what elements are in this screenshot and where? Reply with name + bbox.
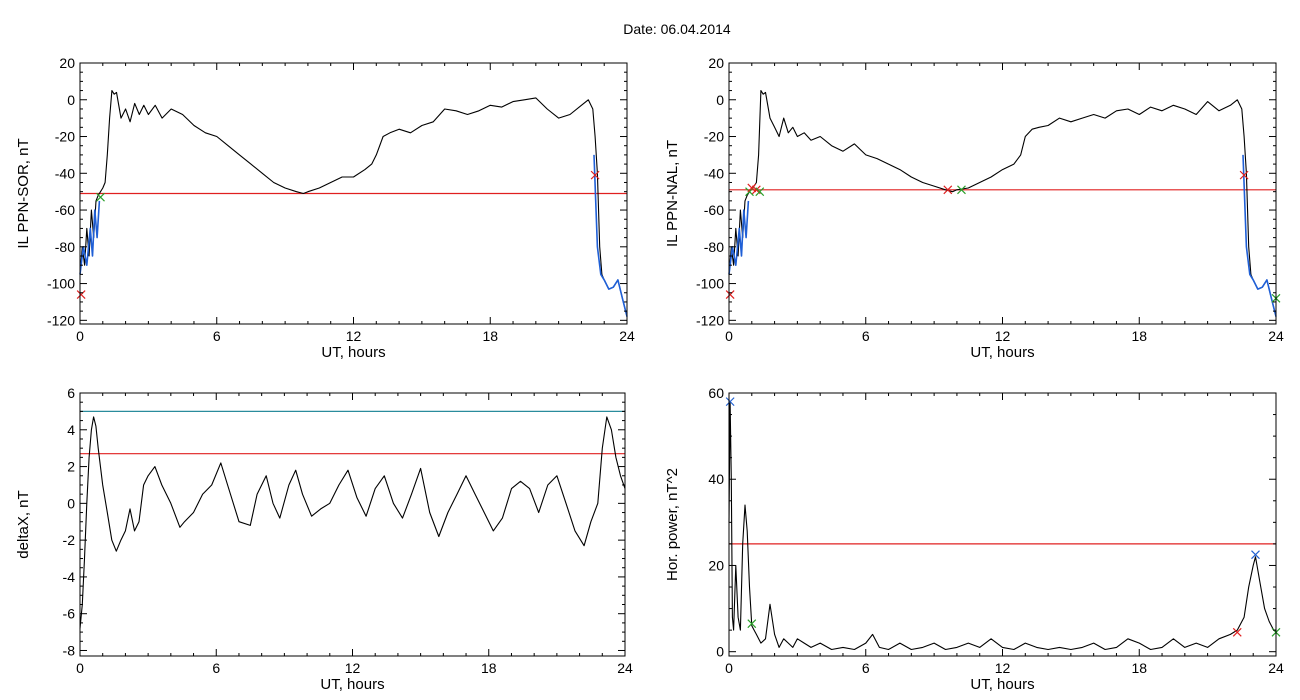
y-tick-label: -40 [55,165,75,181]
y-tick-label: 6 [67,385,75,401]
x-tick-label: 24 [1268,660,1284,676]
marker-3 [590,170,600,180]
y-tick-label: 4 [67,422,75,438]
marker-8 [1239,170,1249,180]
x-tick-label: 6 [212,660,220,676]
y-tick-label: -6 [63,606,76,622]
y-tick-label: 0 [716,92,724,108]
y-tick-label: -100 [696,276,724,292]
y-tick-label: -80 [704,239,724,255]
series-segment-blue-2 [1242,154,1277,317]
series-line [79,416,626,629]
y-tick-label: -2 [63,532,76,548]
x-tick-label: 6 [862,328,870,344]
marker-1 [76,290,86,300]
x-axis-label: UT, hours [320,676,384,693]
marker-3 [1232,627,1242,637]
x-tick-label: 12 [345,660,361,676]
y-tick-label: 60 [708,385,724,401]
y-tick-label: -120 [47,312,75,328]
y-tick-label: 40 [708,471,724,487]
chart-panel-hor-power: 0 6 12 18 24 0 20 40 60 UT, hours Hor. power, nT^2 [664,385,1284,693]
marker-7 [957,185,966,195]
y-tick-label: -60 [704,202,724,218]
y-tick-label: -8 [63,642,76,658]
x-tick-label: 12 [995,328,1011,344]
y-tick-label: 20 [59,55,75,71]
marker-6 [943,185,953,195]
y-tick-label: -4 [63,569,76,585]
x-tick-label: 18 [1131,660,1147,676]
y-tick-label: -60 [55,202,75,218]
y-axis-label: IL PPN-NAL, nT [664,140,681,247]
y-tick-label: -120 [696,312,724,328]
marker-4 [1251,550,1260,560]
figure-title: Date: 06.04.2014 [623,21,731,37]
x-tick-label: 6 [213,328,221,344]
x-tick-label: 0 [76,660,84,676]
y-tick-label: 0 [716,644,724,660]
x-tick-label: 24 [619,328,635,344]
y-tick-label: 0 [67,495,75,511]
x-tick-label: 0 [76,328,84,344]
series-segment-blue-1 [79,200,101,275]
y-tick-label: -100 [47,276,75,292]
y-tick-label: 20 [708,557,724,573]
x-tick-label: 18 [481,660,497,676]
marker-1 [725,290,735,300]
y-tick-label: -40 [704,165,724,181]
series-line [728,401,1276,651]
x-tick-label: 24 [617,660,633,676]
marker-2 [96,192,105,202]
y-tick-label: 2 [67,459,75,475]
x-tick-label: 18 [482,328,498,344]
y-tick-label: -80 [55,239,75,255]
y-tick-label: -20 [704,129,724,145]
y-axis-label: deltaX, nT [15,490,32,558]
marker-1 [725,397,735,407]
x-tick-label: 24 [1268,328,1284,344]
x-tick-label: 18 [1131,328,1147,344]
x-tick-label: 0 [725,660,733,676]
chart-panel-il-ppn-sor: 0 6 12 18 24 -120 -100 -80 -60 -40 -20 0 20 UT, hours… [15,55,635,361]
marker-5 [755,187,765,197]
x-tick-label: 0 [725,328,733,344]
series-line [728,90,1277,317]
series-segment-blue-2 [593,154,628,317]
x-tick-label: 12 [346,328,362,344]
y-tick-label: 20 [708,55,724,71]
x-tick-label: 6 [862,660,870,676]
y-tick-label: 0 [67,92,75,108]
x-axis-label: UT, hours [321,344,385,361]
x-axis-label: UT, hours [970,676,1034,693]
x-tick-label: 12 [995,660,1011,676]
y-axis-label: IL PPN-SOR, nT [15,138,32,248]
x-axis-label: UT, hours [970,344,1034,361]
chart-panel-il-ppn-nal: 0 6 12 18 24 -120 -100 -80 -60 -40 -20 0 20 UT, hours… [664,55,1284,361]
y-axis-label: Hor. power, nT^2 [664,468,681,581]
y-tick-label: -20 [55,129,75,145]
series-line [79,90,628,317]
marker-2 [747,619,757,629]
marker-3 [747,183,757,193]
series-segment-blue-1 [728,200,750,275]
